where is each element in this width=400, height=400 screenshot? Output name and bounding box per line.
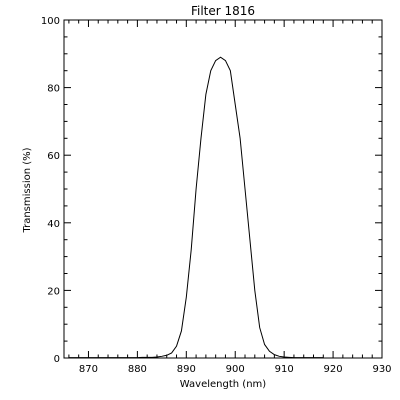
y-tick-label: 60 — [47, 151, 60, 162]
x-tick-label: 890 — [177, 364, 196, 375]
series-layer — [68, 56, 324, 359]
y-tick-label: 80 — [47, 84, 60, 95]
plot-frame — [63, 19, 383, 359]
y-tick-label: 20 — [47, 286, 60, 297]
x-tick-label: 900 — [226, 364, 245, 375]
x-axis-label: Wavelength (nm) — [180, 379, 266, 390]
y-tick-label: 0 — [54, 354, 60, 365]
tick-labels: 870 880 890 900 910 920 930 0 20 40 60 80 100 — [41, 16, 392, 375]
y-tick-label: 40 — [47, 219, 60, 230]
x-tick-label: 880 — [128, 364, 147, 375]
x-tick-label: 920 — [324, 364, 343, 375]
series-line — [68, 56, 324, 359]
tick-marks — [64, 19, 383, 359]
x-tick-label: 910 — [275, 364, 294, 375]
y-tick-label: 100 — [41, 16, 60, 27]
x-tick-label: 930 — [372, 364, 391, 375]
x-tick-label: 870 — [79, 364, 98, 375]
chart-title: Filter 1816 — [191, 4, 255, 18]
y-axis-label: Transmission (%) — [22, 147, 33, 233]
axes — [63, 19, 383, 359]
